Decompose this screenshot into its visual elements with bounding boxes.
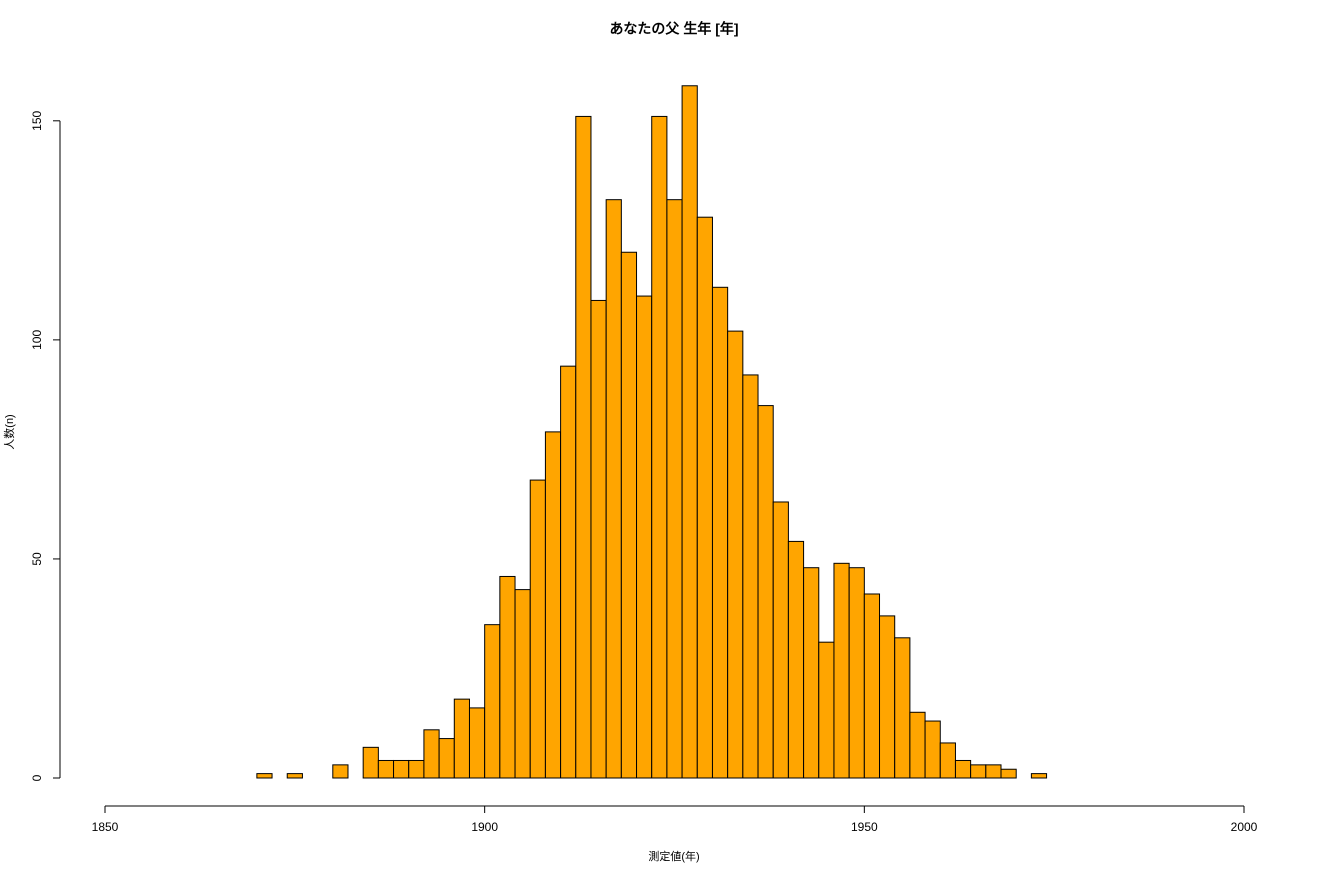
x-tick-label: 2000 bbox=[1231, 820, 1258, 834]
bar bbox=[833, 562, 850, 779]
bar bbox=[514, 589, 531, 779]
bar bbox=[954, 759, 972, 779]
bar bbox=[757, 405, 774, 779]
y-tick-label: 100 bbox=[30, 330, 44, 350]
bar bbox=[666, 199, 683, 779]
bar bbox=[332, 764, 349, 779]
bar bbox=[985, 764, 1002, 779]
bar bbox=[590, 299, 607, 779]
bar bbox=[636, 295, 653, 779]
x-tick-label: 1850 bbox=[92, 820, 119, 834]
y-tick-label: 150 bbox=[30, 110, 44, 130]
bar bbox=[711, 286, 729, 779]
bar bbox=[256, 773, 273, 779]
bar bbox=[438, 738, 455, 779]
bar bbox=[803, 567, 820, 779]
bar bbox=[727, 330, 744, 779]
x-tick-label: 1950 bbox=[851, 820, 878, 834]
bar bbox=[544, 431, 562, 779]
bar bbox=[560, 365, 577, 779]
y-tick-label: 50 bbox=[30, 552, 44, 566]
bar bbox=[879, 615, 896, 779]
bar bbox=[848, 567, 865, 779]
bar bbox=[423, 729, 440, 779]
bar bbox=[924, 720, 941, 779]
bar bbox=[681, 85, 698, 779]
bar bbox=[909, 711, 926, 779]
bar bbox=[894, 637, 911, 779]
x-axis-label: 測定値(年) bbox=[648, 849, 699, 863]
bar bbox=[529, 479, 546, 779]
bar bbox=[484, 624, 501, 779]
bar bbox=[696, 216, 713, 779]
bar bbox=[499, 575, 516, 779]
bar bbox=[970, 764, 987, 779]
bar bbox=[575, 115, 592, 779]
bar bbox=[818, 641, 835, 779]
y-axis-label: 人数(n) bbox=[3, 414, 16, 449]
bar bbox=[863, 593, 881, 779]
bar bbox=[620, 251, 638, 779]
bar bbox=[286, 773, 303, 779]
bar bbox=[939, 742, 956, 779]
bar bbox=[651, 115, 668, 779]
bar bbox=[742, 374, 759, 779]
x-tick-label: 1900 bbox=[471, 820, 498, 834]
bar bbox=[772, 501, 789, 779]
bar bbox=[1030, 773, 1048, 779]
y-tick-label: 0 bbox=[30, 774, 44, 781]
bar bbox=[408, 759, 425, 779]
bar bbox=[1000, 768, 1017, 779]
bar bbox=[377, 759, 395, 779]
chart-title: あなたの父 生年 [年] bbox=[609, 21, 738, 37]
bar bbox=[362, 746, 379, 779]
bar bbox=[605, 199, 622, 779]
bar bbox=[787, 540, 805, 779]
bar bbox=[468, 707, 486, 779]
bar bbox=[453, 698, 470, 779]
bar bbox=[393, 759, 410, 779]
